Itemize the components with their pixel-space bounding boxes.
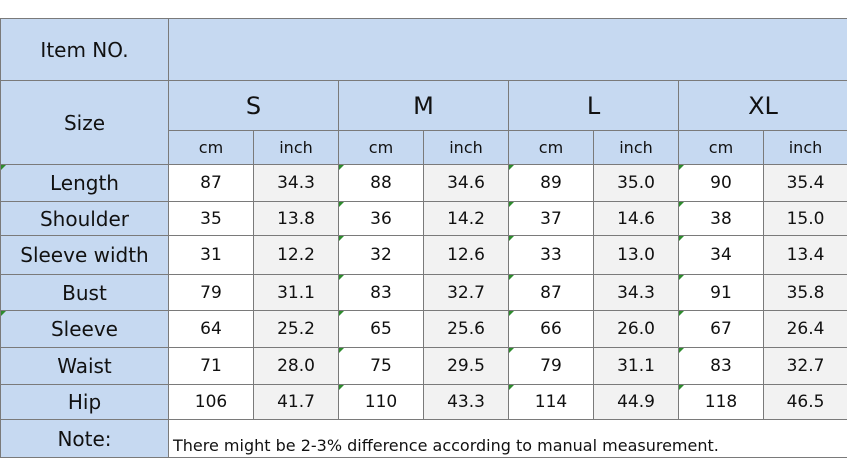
value-cell: 32.7 bbox=[763, 347, 847, 385]
value-cell: 34.3 bbox=[253, 164, 339, 202]
value-cell: 65 bbox=[338, 310, 424, 348]
value-cell: 31.1 bbox=[593, 347, 679, 385]
value-cell: 36 bbox=[338, 201, 424, 236]
table-row: Shoulder 35 13.8 36 14.2 37 14.6 38 15.0 bbox=[0, 201, 847, 236]
value-cell: 13.8 bbox=[253, 201, 339, 236]
row-label: Bust bbox=[0, 274, 169, 311]
value-cell: 75 bbox=[338, 347, 424, 385]
value-cell: 12.2 bbox=[253, 235, 339, 275]
size-header-s: S bbox=[168, 80, 339, 131]
unit-cell: inch bbox=[593, 130, 679, 165]
unit-cell: cm bbox=[338, 130, 424, 165]
table-row: Waist 71 28.0 75 29.5 79 31.1 83 32.7 bbox=[0, 347, 847, 385]
unit-cell: cm bbox=[168, 130, 254, 165]
table-row: Hip 106 41.7 110 43.3 114 44.9 118 46.5 bbox=[0, 384, 847, 420]
value-cell: 90 bbox=[678, 164, 764, 202]
note-text: There might be 2-3% difference according… bbox=[168, 419, 847, 458]
row-label: Shoulder bbox=[0, 201, 169, 236]
table-row: Sleeve 64 25.2 65 25.6 66 26.0 67 26.4 bbox=[0, 310, 847, 348]
value-cell: 33 bbox=[508, 235, 594, 275]
value-cell: 79 bbox=[168, 274, 254, 311]
value-cell: 34.6 bbox=[423, 164, 509, 202]
size-chart: Item NO. Size S M L XL cm inch cm inch c… bbox=[0, 18, 847, 458]
value-cell: 31.1 bbox=[253, 274, 339, 311]
value-cell: 79 bbox=[508, 347, 594, 385]
value-cell: 44.9 bbox=[593, 384, 679, 420]
size-table: Item NO. Size S M L XL cm inch cm inch c… bbox=[0, 18, 847, 458]
value-cell: 64 bbox=[168, 310, 254, 348]
value-cell: 25.6 bbox=[423, 310, 509, 348]
value-cell: 32.7 bbox=[423, 274, 509, 311]
size-header-l: L bbox=[508, 80, 679, 131]
value-cell: 83 bbox=[338, 274, 424, 311]
value-cell: 13.0 bbox=[593, 235, 679, 275]
value-cell: 34.3 bbox=[593, 274, 679, 311]
value-cell: 35.8 bbox=[763, 274, 847, 311]
item-row: Item NO. bbox=[0, 18, 847, 81]
row-label: Hip bbox=[0, 384, 169, 420]
value-cell: 38 bbox=[678, 201, 764, 236]
value-cell: 67 bbox=[678, 310, 764, 348]
value-cell: 46.5 bbox=[763, 384, 847, 420]
size-label: Size bbox=[0, 80, 169, 165]
value-cell: 25.2 bbox=[253, 310, 339, 348]
value-cell: 35.4 bbox=[763, 164, 847, 202]
value-cell: 91 bbox=[678, 274, 764, 311]
unit-row: cm inch cm inch cm inch cm inch bbox=[1, 130, 847, 165]
value-cell: 14.2 bbox=[423, 201, 509, 236]
unit-cell: cm bbox=[508, 130, 594, 165]
value-cell: 35 bbox=[168, 201, 254, 236]
unit-cell: inch bbox=[253, 130, 339, 165]
table-row: Length 87 34.3 88 34.6 89 35.0 90 35.4 bbox=[0, 164, 847, 202]
size-header-row: Size S M L XL bbox=[0, 80, 847, 165]
table-row: Sleeve width 31 12.2 32 12.6 33 13.0 34 … bbox=[0, 235, 847, 275]
value-cell: 114 bbox=[508, 384, 594, 420]
row-label: Length bbox=[0, 164, 169, 202]
value-cell: 14.6 bbox=[593, 201, 679, 236]
value-cell: 43.3 bbox=[423, 384, 509, 420]
value-cell: 110 bbox=[338, 384, 424, 420]
unit-cell: cm bbox=[678, 130, 764, 165]
size-header-m: M bbox=[338, 80, 509, 131]
value-cell: 32 bbox=[338, 235, 424, 275]
value-cell: 71 bbox=[168, 347, 254, 385]
value-cell: 66 bbox=[508, 310, 594, 348]
value-cell: 83 bbox=[678, 347, 764, 385]
value-cell: 13.4 bbox=[763, 235, 847, 275]
value-cell: 34 bbox=[678, 235, 764, 275]
item-value-cell bbox=[168, 18, 847, 81]
value-cell: 26.4 bbox=[763, 310, 847, 348]
value-cell: 26.0 bbox=[593, 310, 679, 348]
value-cell: 28.0 bbox=[253, 347, 339, 385]
value-cell: 15.0 bbox=[763, 201, 847, 236]
row-label: Sleeve width bbox=[0, 235, 169, 275]
note-label: Note: bbox=[0, 419, 169, 458]
value-cell: 118 bbox=[678, 384, 764, 420]
value-cell: 41.7 bbox=[253, 384, 339, 420]
note-row: Note: There might be 2-3% difference acc… bbox=[0, 419, 847, 458]
value-cell: 29.5 bbox=[423, 347, 509, 385]
item-label: Item NO. bbox=[0, 18, 169, 81]
unit-cell: inch bbox=[763, 130, 847, 165]
row-label: Waist bbox=[0, 347, 169, 385]
size-header-xl: XL bbox=[678, 80, 847, 131]
value-cell: 12.6 bbox=[423, 235, 509, 275]
value-cell: 31 bbox=[168, 235, 254, 275]
value-cell: 89 bbox=[508, 164, 594, 202]
value-cell: 87 bbox=[508, 274, 594, 311]
value-cell: 106 bbox=[168, 384, 254, 420]
value-cell: 87 bbox=[168, 164, 254, 202]
unit-cell: inch bbox=[423, 130, 509, 165]
value-cell: 88 bbox=[338, 164, 424, 202]
value-cell: 37 bbox=[508, 201, 594, 236]
value-cell: 35.0 bbox=[593, 164, 679, 202]
row-label: Sleeve bbox=[0, 310, 169, 348]
table-row: Bust 79 31.1 83 32.7 87 34.3 91 35.8 bbox=[0, 274, 847, 311]
